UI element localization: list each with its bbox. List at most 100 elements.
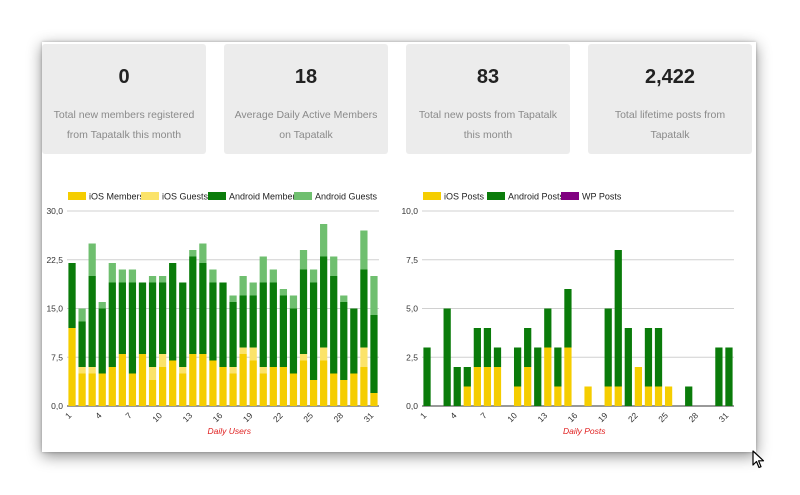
stat-value: 83 [476, 66, 500, 88]
bar-segment [473, 367, 481, 406]
y-tick-label: 10,0 [401, 206, 418, 216]
bar-segment [209, 269, 217, 283]
bar-segment [320, 347, 328, 361]
bar-segment [289, 295, 298, 309]
y-tick-label: 7,5 [406, 255, 418, 265]
legend-label: WP Posts [582, 192, 622, 202]
bar-segment [644, 386, 653, 406]
bar-segment [360, 230, 368, 270]
bar-segment [209, 360, 217, 406]
y-tick-label: 0,0 [51, 401, 63, 411]
bar-segment [249, 360, 257, 406]
bar-segment [128, 373, 137, 406]
bar-segment [725, 347, 733, 406]
bar-segment [320, 224, 328, 257]
bar-segment [544, 347, 552, 406]
bar-segment [554, 386, 562, 406]
bar-segment [128, 282, 137, 374]
bar-segment [269, 367, 277, 406]
daily-posts-chart: iOS Posts Android Posts WP Posts 0,0 2,5 5,0 7… [397, 182, 742, 442]
bar-segment [299, 360, 308, 406]
bar-segment [239, 295, 247, 348]
y-tick-label: 0,0 [406, 401, 418, 411]
bar-segment [179, 373, 187, 406]
bar-segment [118, 354, 126, 406]
bar-segment [189, 250, 197, 257]
bar-segment [309, 269, 318, 283]
legend-swatch [487, 192, 505, 200]
legend-item: iOS Members [68, 192, 145, 202]
y-tick-label: 5,0 [406, 304, 418, 314]
bar-segment [199, 354, 207, 406]
bar-segment [524, 367, 532, 406]
bar-segment [654, 386, 663, 406]
stat-label: Total lifetime posts from Tapatalk [614, 109, 726, 141]
bar-segment [350, 373, 358, 406]
y-tick-label: 22,5 [46, 255, 63, 265]
bar-segment [148, 380, 157, 406]
legend-item: Android Posts [487, 192, 565, 202]
stat-label: Average Daily Active Members on Tapatalk [234, 109, 378, 141]
bar-segment [138, 354, 147, 406]
bar-segment [68, 263, 76, 328]
bar-segment [118, 269, 126, 283]
bar-segment [259, 256, 267, 283]
bar-segment [78, 308, 86, 322]
bar-segment [189, 354, 197, 406]
x-tick-label: 4 [448, 410, 459, 421]
bar-segment [340, 295, 348, 302]
bar-segment [279, 295, 288, 367]
bar-segment [330, 276, 338, 374]
mouse-cursor-icon [752, 450, 766, 475]
x-tick-label: 28 [686, 410, 700, 424]
bar-segment [309, 380, 318, 406]
bar-segment [473, 328, 481, 367]
daily-users-chart-svg: iOS Members iOS Guests Android Members Andr… [46, 192, 379, 436]
bar-segment [614, 386, 622, 406]
bar-segment [279, 367, 288, 406]
legend-swatch [68, 192, 86, 200]
bar-segment [169, 360, 177, 406]
x-tick-label: 22 [271, 410, 285, 424]
legend-swatch [294, 192, 312, 200]
bar-segment [78, 321, 86, 367]
x-tick-label: 1 [63, 410, 74, 421]
bar-segment [604, 308, 612, 387]
daily-posts-chart-svg: iOS Posts Android Posts WP Posts 0,0 2,5 5,0 7… [401, 192, 734, 436]
x-axis-label: Daily Posts [563, 426, 606, 436]
bar-segment [259, 282, 267, 367]
legend-label: iOS Guests [162, 192, 209, 202]
bar-segment [118, 282, 126, 354]
bar-segment [229, 302, 237, 367]
bar-segment [148, 276, 157, 283]
bar-segment [664, 386, 673, 406]
bar-segment [463, 386, 471, 406]
legend-label: iOS Members [89, 192, 145, 202]
bar-segment [544, 308, 552, 348]
bar-segment [289, 308, 298, 374]
stat-card-new-members: 0 Total new members registered from Tapa… [42, 44, 206, 154]
bar-segment [148, 282, 157, 367]
x-tick-label: 13 [180, 410, 194, 424]
legend-item: Android Guests [294, 192, 378, 202]
bar-segment [158, 367, 167, 406]
bar-segment [483, 328, 492, 367]
legend-item: WP Posts [561, 192, 622, 202]
bar-segment [78, 367, 86, 374]
stat-label: Total new members registered from Tapata… [53, 109, 195, 141]
bar-segment [179, 367, 187, 374]
x-tick-label: 13 [535, 410, 549, 424]
bar-segment [340, 380, 348, 406]
bar-segment [279, 289, 288, 296]
bar-segment [614, 250, 622, 387]
bar-segment [229, 373, 237, 406]
bar-segment [360, 347, 368, 367]
bar-segment [299, 269, 308, 354]
bar-segment [269, 282, 277, 367]
bar-segment [98, 373, 106, 406]
legend-swatch [141, 192, 159, 200]
legend-item: iOS Posts [423, 192, 485, 202]
legend-item: iOS Guests [141, 192, 209, 202]
stat-value: 2,422 [644, 66, 696, 88]
bar-segment [239, 354, 247, 406]
